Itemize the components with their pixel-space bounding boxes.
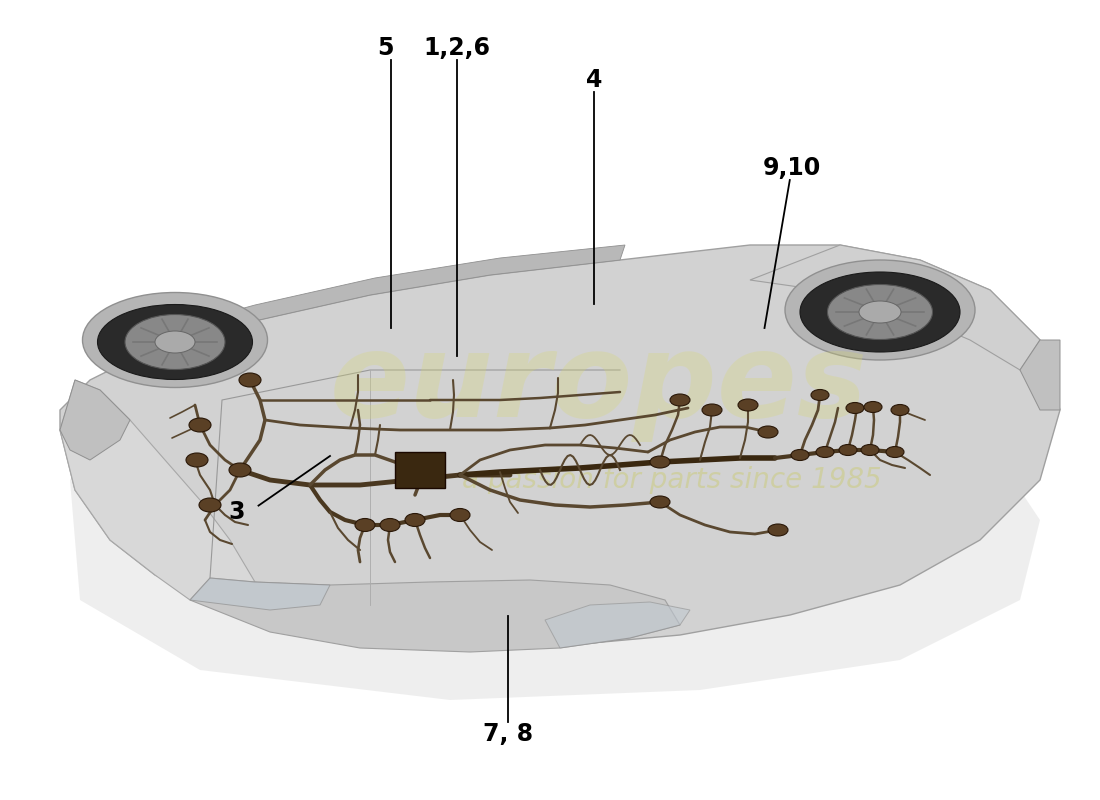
Polygon shape xyxy=(1020,340,1060,410)
Polygon shape xyxy=(395,452,446,488)
Ellipse shape xyxy=(811,390,829,401)
Ellipse shape xyxy=(355,518,375,531)
Polygon shape xyxy=(60,380,255,600)
Ellipse shape xyxy=(758,426,778,438)
Text: 7, 8: 7, 8 xyxy=(483,722,534,746)
Ellipse shape xyxy=(155,331,195,353)
Ellipse shape xyxy=(785,260,975,360)
Polygon shape xyxy=(60,380,130,460)
Text: 1,2,6: 1,2,6 xyxy=(424,36,490,60)
Ellipse shape xyxy=(450,509,470,522)
Ellipse shape xyxy=(186,453,208,467)
Text: europes: europes xyxy=(330,326,868,442)
Ellipse shape xyxy=(846,402,864,414)
Ellipse shape xyxy=(886,446,904,458)
Ellipse shape xyxy=(738,399,758,411)
Polygon shape xyxy=(110,325,1000,610)
Ellipse shape xyxy=(800,272,960,352)
Ellipse shape xyxy=(82,293,267,387)
Polygon shape xyxy=(70,340,1040,700)
Text: 9,10: 9,10 xyxy=(763,156,821,180)
Ellipse shape xyxy=(189,418,211,432)
Ellipse shape xyxy=(379,518,400,531)
Ellipse shape xyxy=(670,394,690,406)
Text: 5: 5 xyxy=(376,36,394,60)
Ellipse shape xyxy=(839,445,857,455)
Ellipse shape xyxy=(405,514,425,526)
Ellipse shape xyxy=(229,463,251,477)
Polygon shape xyxy=(190,578,680,652)
Ellipse shape xyxy=(650,456,670,468)
Text: a passion for parts since 1985: a passion for parts since 1985 xyxy=(462,466,881,494)
Ellipse shape xyxy=(239,373,261,387)
Text: 4: 4 xyxy=(586,68,602,92)
Polygon shape xyxy=(60,245,1060,645)
Ellipse shape xyxy=(827,285,933,339)
Ellipse shape xyxy=(125,314,226,370)
Ellipse shape xyxy=(816,446,834,458)
Polygon shape xyxy=(544,602,690,648)
Polygon shape xyxy=(190,578,330,610)
Ellipse shape xyxy=(864,402,882,413)
Polygon shape xyxy=(145,245,625,350)
Ellipse shape xyxy=(98,305,253,379)
Ellipse shape xyxy=(199,498,221,512)
Ellipse shape xyxy=(859,301,901,323)
Ellipse shape xyxy=(891,405,909,415)
Ellipse shape xyxy=(768,524,788,536)
Text: 3: 3 xyxy=(229,500,244,524)
Ellipse shape xyxy=(650,496,670,508)
Ellipse shape xyxy=(861,445,879,455)
Ellipse shape xyxy=(791,450,808,461)
Ellipse shape xyxy=(702,404,722,416)
Polygon shape xyxy=(750,245,1040,370)
